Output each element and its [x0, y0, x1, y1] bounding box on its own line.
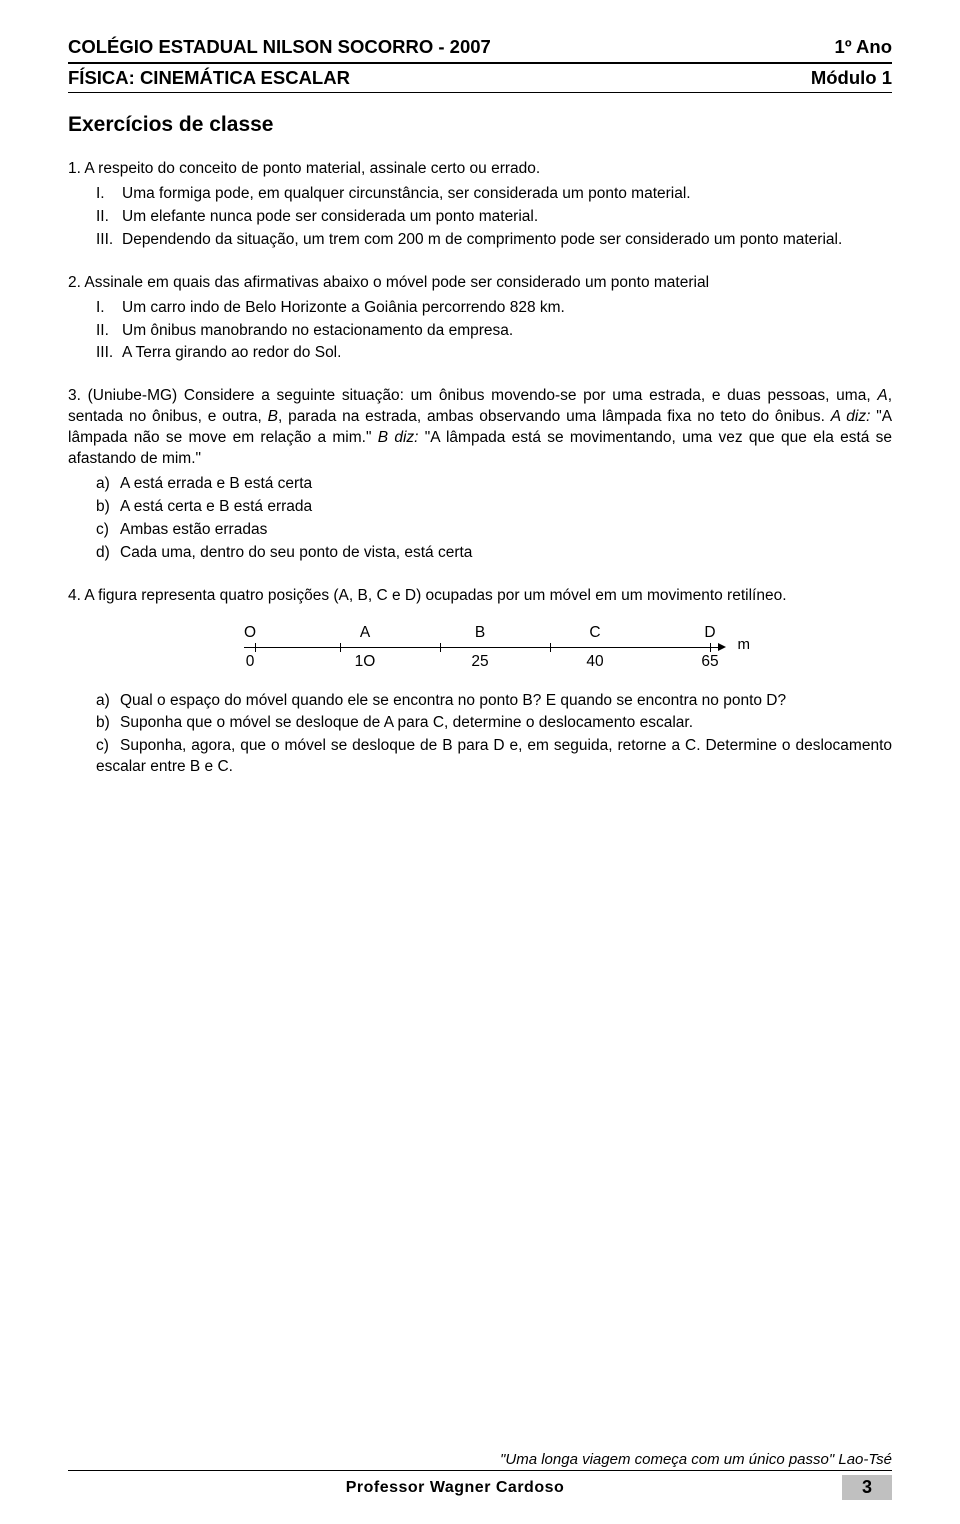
footer-quote: "Uma longa viagem começa com um único pa…: [68, 1451, 892, 1468]
tick-4: [710, 643, 711, 652]
q3-bdiz: B diz:: [378, 429, 425, 446]
section-title: Exercícios de classe: [68, 113, 892, 137]
q1-list: I.Uma formiga pode, em qualquer circunst…: [96, 184, 892, 251]
q3-text-c: , parada na estrada, ambas observando um…: [278, 408, 831, 425]
q3-B: B: [268, 408, 278, 425]
page: COLÉGIO ESTADUAL NILSON SOCORRO - 2007 1…: [0, 0, 960, 1524]
opt-c: c): [96, 520, 120, 541]
header-row-2: FÍSICA: CINEMÁTICA ESCALAR Módulo 1: [68, 67, 892, 89]
q3-opt-b: b)A está certa e B está errada: [96, 497, 892, 518]
q3-opt-c: c)Ambas estão erradas: [96, 520, 892, 541]
q1-iii-text: Dependendo da situação, um trem com 200 …: [122, 231, 842, 248]
module: Módulo 1: [811, 67, 892, 89]
q4-b-text: Suponha que o móvel se desloque de A par…: [120, 714, 693, 731]
opt-a: a): [96, 474, 120, 495]
footer-rule: [68, 1470, 892, 1471]
number-line-unit: m: [738, 635, 751, 655]
opt-a: a): [96, 691, 120, 712]
q4-a: a)Qual o espaço do móvel quando ele se e…: [96, 691, 892, 712]
nl-val-4: 65: [690, 652, 730, 673]
q2-iii-text: A Terra girando ao redor do Sol.: [122, 344, 341, 361]
roman-i: I.: [96, 184, 122, 205]
header-rule-2: [68, 92, 892, 93]
tick-3: [550, 643, 551, 652]
roman-i: I.: [96, 298, 122, 319]
tick-2: [440, 643, 441, 652]
opt-b: b): [96, 497, 120, 518]
grade: 1º Ano: [835, 36, 892, 58]
header-rule-1: [68, 62, 892, 64]
roman-iii: III.: [96, 230, 122, 251]
opt-d: d): [96, 543, 120, 564]
roman-ii: II.: [96, 321, 122, 342]
q4-b: b)Suponha que o móvel se desloque de A p…: [96, 713, 892, 734]
nl-val-0: 0: [230, 652, 270, 673]
q1-i: I.Uma formiga pode, em qualquer circunst…: [96, 184, 892, 205]
q2-ii-text: Um ônibus manobrando no estacionamento d…: [122, 322, 513, 339]
nl-val-1: 1O: [345, 652, 385, 673]
q4-c-text: Suponha, agora, que o móvel se desloque …: [96, 737, 892, 775]
q1-iii: III.Dependendo da situação, um trem com …: [96, 230, 892, 251]
q3-text-a: 3. (Uniube-MG) Considere a seguinte situ…: [68, 387, 877, 404]
q3-opt-a: a)A está errada e B está certa: [96, 474, 892, 495]
page-number: 3: [842, 1475, 892, 1500]
q2-iii: III.A Terra girando ao redor do Sol.: [96, 343, 892, 364]
axis-arrow-icon: [718, 643, 726, 651]
nl-val-3: 40: [575, 652, 615, 673]
roman-iii: III.: [96, 343, 122, 364]
q4-subquestions: a)Qual o espaço do móvel quando ele se e…: [96, 691, 892, 779]
opt-b: b): [96, 713, 120, 734]
q4-prompt: 4. A figura representa quatro posições (…: [68, 586, 892, 607]
q2-ii: II.Um ônibus manobrando no estacionament…: [96, 321, 892, 342]
header-row-1: COLÉGIO ESTADUAL NILSON SOCORRO - 2007 1…: [68, 36, 892, 58]
q3-b-text: A está certa e B está errada: [120, 498, 312, 515]
footer: "Uma longa viagem começa com um único pa…: [68, 1451, 892, 1500]
footer-bar: Professor Wagner Cardoso 3: [68, 1475, 892, 1500]
q3-A: A: [877, 387, 887, 404]
q2-i: I.Um carro indo de Belo Horizonte a Goiâ…: [96, 298, 892, 319]
number-line-axis: [230, 640, 730, 654]
question-4: 4. A figura representa quatro posições (…: [68, 586, 892, 778]
q4-a-text: Qual o espaço do móvel quando ele se enc…: [120, 692, 786, 709]
axis-bar: [244, 647, 720, 648]
opt-c: c): [96, 736, 120, 757]
q3-adiz: A diz:: [831, 408, 876, 425]
q3-opt-d: d)Cada uma, dentro do seu ponto de vista…: [96, 543, 892, 564]
q3-options: a)A está errada e B está certa b)A está …: [96, 474, 892, 564]
q3-a-text: A está errada e B está certa: [120, 475, 312, 492]
teacher-name: Professor Wagner Cardoso: [346, 1479, 565, 1497]
q1-prompt: 1. A respeito do conceito de ponto mater…: [68, 159, 892, 180]
q2-list: I.Um carro indo de Belo Horizonte a Goiâ…: [96, 298, 892, 365]
question-1: 1. A respeito do conceito de ponto mater…: [68, 159, 892, 251]
q1-ii-text: Um elefante nunca pode ser considerada u…: [122, 208, 538, 225]
q3-d-text: Cada uma, dentro do seu ponto de vista, …: [120, 544, 472, 561]
q4-c: c)Suponha, agora, que o móvel se desloqu…: [96, 736, 892, 778]
number-line: O A B C D 0 1O 25 40 65: [230, 623, 730, 673]
question-2: 2. Assinale em quais das afirmativas aba…: [68, 273, 892, 365]
q1-ii: II.Um elefante nunca pode ser considerad…: [96, 207, 892, 228]
question-3: 3. (Uniube-MG) Considere a seguinte situ…: [68, 386, 892, 563]
q2-i-text: Um carro indo de Belo Horizonte a Goiâni…: [122, 299, 565, 316]
nl-val-2: 25: [460, 652, 500, 673]
tick-0: [255, 643, 256, 652]
q2-prompt: 2. Assinale em quais das afirmativas aba…: [68, 273, 892, 294]
number-line-values: 0 1O 25 40 65: [230, 652, 730, 673]
subject: FÍSICA: CINEMÁTICA ESCALAR: [68, 67, 350, 89]
q1-i-text: Uma formiga pode, em qualquer circunstân…: [122, 185, 691, 202]
q3-c-text: Ambas estão erradas: [120, 521, 267, 538]
tick-1: [340, 643, 341, 652]
school-name: COLÉGIO ESTADUAL NILSON SOCORRO - 2007: [68, 36, 491, 58]
roman-ii: II.: [96, 207, 122, 228]
